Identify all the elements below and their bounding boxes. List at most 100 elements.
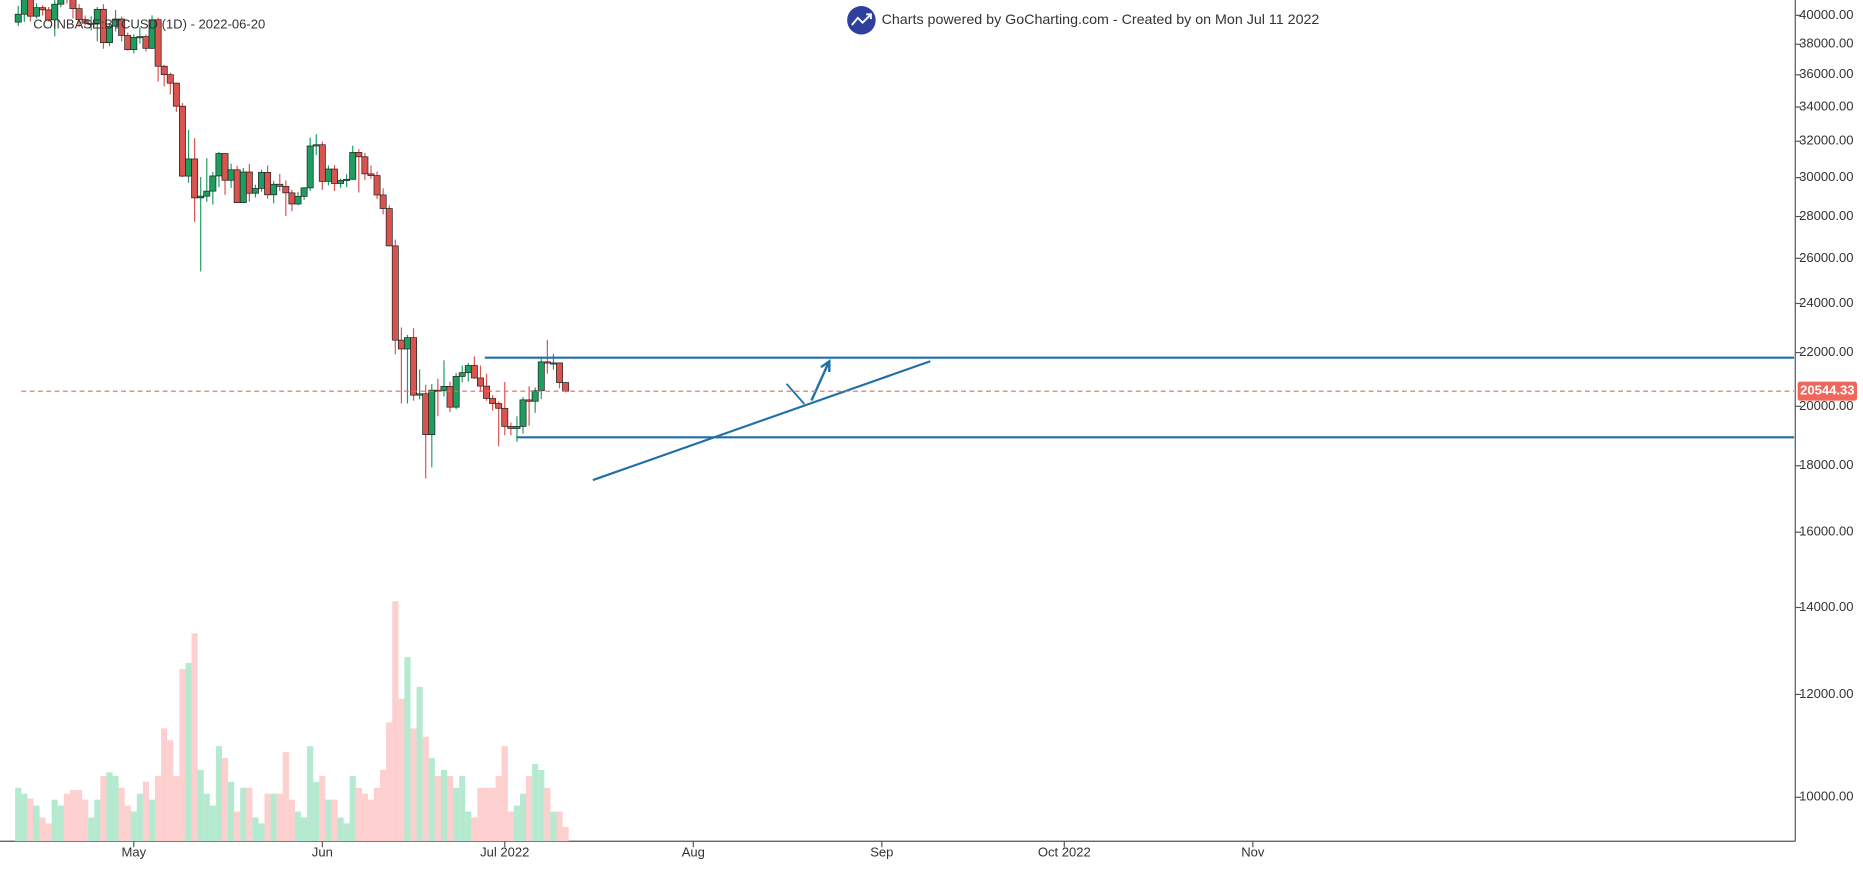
candle-body xyxy=(87,22,95,25)
volume-bar xyxy=(69,790,77,842)
candle-body xyxy=(179,105,186,177)
candle-body xyxy=(81,19,89,24)
candle-body xyxy=(410,337,417,396)
volume-bar xyxy=(282,752,289,842)
candle-body xyxy=(556,362,563,383)
candle-body xyxy=(136,36,144,39)
volume-bar xyxy=(161,728,168,842)
volume-bar xyxy=(307,746,314,842)
chart-title: Charts powered by GoCharting.com - Creat… xyxy=(882,12,1320,28)
candle-body xyxy=(349,152,357,180)
candle-body xyxy=(422,393,430,436)
volume-bar xyxy=(51,799,58,842)
volume-bar xyxy=(197,769,204,842)
volume-bar xyxy=(82,799,89,842)
volume-bar xyxy=(361,793,368,842)
volume-bar xyxy=(300,817,308,842)
candle-body xyxy=(33,7,40,17)
candle-body xyxy=(270,183,278,196)
volume-bar xyxy=(544,787,551,842)
candle-body xyxy=(69,0,77,9)
volume-bar xyxy=(422,736,429,842)
y-tick-label: 32000.00 xyxy=(1799,133,1853,148)
volume-bar xyxy=(57,805,64,842)
volume-bar xyxy=(240,787,247,842)
volume-bar xyxy=(526,775,533,842)
volume-bar xyxy=(94,799,101,842)
volume-bar xyxy=(112,775,119,842)
candle-body xyxy=(118,18,126,36)
candle-body xyxy=(379,194,387,209)
trend-line xyxy=(592,360,931,482)
candle-body xyxy=(391,245,399,341)
candle-body xyxy=(537,361,545,392)
candle-body xyxy=(264,172,272,196)
candle-body xyxy=(203,190,211,197)
candle-body xyxy=(245,171,253,194)
x-tick-label: Jul 2022 xyxy=(480,845,529,860)
candle-body xyxy=(477,377,484,387)
candle-body xyxy=(324,168,332,182)
candle-body xyxy=(258,172,265,189)
volume-bar xyxy=(319,775,326,842)
volume-layer xyxy=(15,601,569,842)
candle-body xyxy=(154,19,162,67)
x-tick-label: Aug xyxy=(682,845,705,860)
candle-body xyxy=(124,35,132,51)
candle-body xyxy=(251,188,259,194)
volume-bar xyxy=(179,668,186,842)
x-tick-label: Jun xyxy=(312,845,333,860)
volume-bar xyxy=(459,775,466,842)
volume-bar xyxy=(495,775,502,842)
y-tick-label: 16000.00 xyxy=(1799,524,1853,539)
volume-bar xyxy=(440,769,448,842)
candle-body xyxy=(142,36,150,49)
candle-body xyxy=(495,403,503,409)
volume-bar xyxy=(337,817,344,842)
volume-bar xyxy=(507,811,514,842)
volume-bar xyxy=(556,811,563,842)
y-tick-label: 22000.00 xyxy=(1799,344,1853,359)
volume-bar xyxy=(173,775,180,842)
volume-bar xyxy=(185,663,192,842)
y-tick-label: 40000.00 xyxy=(1799,7,1853,22)
arrow-down xyxy=(785,383,806,405)
y-tick-label: 14000.00 xyxy=(1799,599,1853,614)
candle-body xyxy=(233,169,241,203)
volume-bar xyxy=(416,686,423,842)
volume-bar xyxy=(428,758,435,842)
volume-bar xyxy=(221,758,229,842)
volume-bar xyxy=(410,728,417,842)
volume-bar xyxy=(228,781,235,842)
volume-bar xyxy=(349,775,356,842)
volume-bar xyxy=(63,793,70,842)
candle-body xyxy=(130,36,138,51)
candle-body xyxy=(185,158,192,177)
volume-bar xyxy=(106,772,113,842)
candle-body xyxy=(343,178,351,181)
candle-body xyxy=(549,362,557,365)
volume-bar xyxy=(264,793,271,842)
candle-body xyxy=(337,180,345,184)
volume-bar xyxy=(355,787,362,842)
x-tick-label: May xyxy=(121,845,146,860)
volume-bar xyxy=(45,823,52,842)
x-tick-label: Nov xyxy=(1241,845,1265,860)
last-price-label: 20544.33 xyxy=(1800,383,1854,398)
volume-bar xyxy=(550,811,557,842)
volume-bar xyxy=(15,787,22,842)
volume-bar xyxy=(477,787,484,842)
candle-body xyxy=(397,339,405,350)
candle-body xyxy=(470,365,478,379)
y-tick-label: 20000.00 xyxy=(1799,398,1853,413)
volume-bar xyxy=(118,787,125,842)
arrow-up xyxy=(810,358,831,401)
candle-body xyxy=(458,372,466,377)
symbol-label: COINBASE:BTCUSD (1D) - 2022-06-20 xyxy=(33,16,265,31)
candle-body xyxy=(404,337,411,350)
candle-body xyxy=(26,0,34,17)
volume-bar xyxy=(367,799,375,842)
volume-bar xyxy=(21,793,28,842)
volume-bar xyxy=(246,787,253,842)
